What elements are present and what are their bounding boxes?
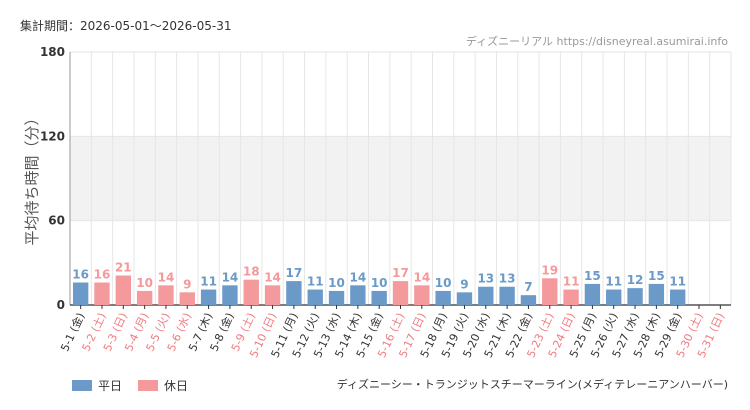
bar xyxy=(286,281,302,305)
data-label: 21 xyxy=(115,260,132,274)
data-label: 14 xyxy=(158,270,175,284)
legend-weekday-swatch xyxy=(72,380,92,391)
y-tick-label: 180 xyxy=(40,45,65,59)
legend-weekday: 平日 xyxy=(72,377,122,394)
bar xyxy=(243,279,259,305)
bar xyxy=(520,295,537,305)
bar xyxy=(478,286,494,305)
legend-weekday-label: 平日 xyxy=(98,379,123,393)
data-label: 18 xyxy=(243,265,260,279)
y-tick-label: 120 xyxy=(40,129,65,143)
legend: 平日 休日 xyxy=(72,377,204,394)
data-label: 16 xyxy=(94,268,111,282)
data-label: 11 xyxy=(307,275,324,289)
data-label: 12 xyxy=(627,273,644,287)
bar xyxy=(179,292,195,305)
bar xyxy=(542,278,558,305)
data-label: 14 xyxy=(222,270,239,284)
data-label: 10 xyxy=(136,276,153,290)
data-label: 10 xyxy=(371,276,388,290)
data-label: 7 xyxy=(524,280,532,294)
chart-grid xyxy=(69,51,732,306)
bar xyxy=(606,289,622,305)
legend-holiday: 休日 xyxy=(138,377,188,394)
y-tick-label: 60 xyxy=(48,214,65,228)
bar xyxy=(350,285,366,305)
bar xyxy=(414,285,430,305)
y-axis-label: 平均待ち時間（分） xyxy=(23,110,41,245)
data-label: 10 xyxy=(435,276,452,290)
data-label: 11 xyxy=(563,275,580,289)
data-label: 15 xyxy=(648,269,665,283)
data-label: 13 xyxy=(477,272,494,286)
attraction-name: ディズニーシー・トランジットスチーマーライン(メディテレーニアンハーバー) xyxy=(336,378,728,391)
bar xyxy=(392,281,409,305)
bar xyxy=(136,290,153,305)
bar xyxy=(563,289,579,305)
bar xyxy=(307,289,323,305)
bar xyxy=(371,290,387,305)
bar xyxy=(158,285,174,305)
chart-bands xyxy=(70,136,731,221)
bar xyxy=(115,275,131,305)
bar xyxy=(499,286,515,305)
data-label: 14 xyxy=(413,270,430,284)
bar xyxy=(72,282,89,305)
data-label: 14 xyxy=(264,270,281,284)
data-label: 9 xyxy=(460,277,468,291)
data-label: 17 xyxy=(286,266,303,280)
bar xyxy=(200,289,217,305)
chart-labels: 165-1 (金)165-2 (土)215-3 (日)105-4 (月)145-… xyxy=(57,260,727,359)
data-label: 15 xyxy=(584,269,601,283)
bar xyxy=(328,290,345,305)
bar xyxy=(627,288,643,305)
bar xyxy=(222,285,238,305)
data-label: 11 xyxy=(200,275,217,289)
source-label: ディズニーリアル https://disneyreal.asumirai.inf… xyxy=(465,35,728,48)
data-label: 11 xyxy=(605,275,622,289)
legend-holiday-label: 休日 xyxy=(164,379,189,393)
y-tick-label: 0 xyxy=(57,298,65,312)
bar xyxy=(670,289,686,305)
data-label: 16 xyxy=(72,268,89,282)
bar xyxy=(584,283,601,305)
legend-holiday-swatch xyxy=(138,380,159,391)
bar xyxy=(648,283,665,305)
data-label: 11 xyxy=(669,275,686,289)
bar xyxy=(264,285,281,305)
bar xyxy=(94,282,110,305)
data-label: 13 xyxy=(499,272,516,286)
bar xyxy=(435,290,451,305)
data-label: 10 xyxy=(328,276,345,290)
chart-bars xyxy=(72,275,686,305)
data-label: 17 xyxy=(392,266,409,280)
data-label: 14 xyxy=(350,270,367,284)
bar xyxy=(456,292,473,305)
data-label: 19 xyxy=(541,263,558,277)
band-60-120 xyxy=(70,136,731,221)
data-label: 9 xyxy=(183,277,191,291)
period-label: 集計期間：2026-05-01～2026-05-31 xyxy=(20,19,232,33)
